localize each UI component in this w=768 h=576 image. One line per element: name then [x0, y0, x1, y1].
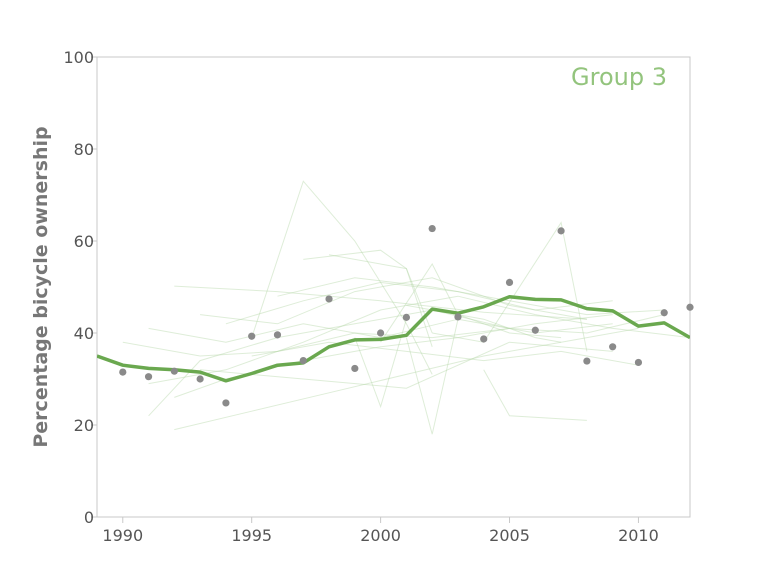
data-point-2007 — [557, 227, 565, 235]
background-line-8 — [328, 254, 433, 347]
data-point-2003 — [454, 313, 462, 321]
data-point-1995 — [248, 332, 256, 340]
data-point-2000 — [377, 329, 385, 337]
data-point-2011 — [660, 309, 668, 317]
data-point-2001 — [402, 313, 410, 321]
data-point-2005 — [505, 278, 514, 286]
background-line-2 — [251, 180, 433, 375]
background-line-17 — [277, 277, 665, 316]
background-line-11 — [354, 319, 407, 409]
background-line-14 — [251, 341, 639, 366]
background-line-7 — [303, 249, 433, 334]
x-tick-label-2005: 2005 — [489, 526, 530, 545]
background-line-13 — [200, 341, 613, 389]
plot-frame — [96, 56, 691, 518]
y-tick-label-20: 20 — [74, 416, 94, 435]
data-point-2008 — [583, 357, 591, 365]
data-point-1996 — [273, 331, 282, 339]
trend-line-group — [97, 294, 690, 383]
background-line-20 — [405, 319, 459, 435]
y-tick-label-80: 80 — [74, 140, 94, 159]
data-point-1990 — [119, 368, 127, 376]
data-point-1991 — [144, 373, 153, 381]
y-tick-label-0: 0 — [84, 508, 94, 527]
x-tick-label-2000: 2000 — [360, 526, 401, 545]
background-line-10 — [483, 369, 587, 421]
x-tick-label-1990: 1990 — [102, 526, 143, 545]
background-line-4 — [174, 327, 639, 431]
data-point-2004 — [480, 335, 488, 343]
data-point-2012 — [686, 303, 694, 311]
trend-line — [97, 294, 690, 383]
data-points-group — [119, 224, 694, 407]
background-line-12 — [432, 221, 588, 352]
data-point-2010 — [634, 358, 643, 367]
y-tick-label-60: 60 — [74, 232, 94, 251]
axes-group — [91, 56, 691, 523]
data-point-1994 — [222, 399, 230, 407]
background-line-15 — [148, 295, 690, 385]
data-point-2009 — [609, 343, 617, 351]
y-tick-label-40: 40 — [74, 324, 94, 343]
data-point-1997 — [299, 357, 307, 365]
tick-labels-group: 0 20 40 60 80 100 1990 1995 2000 2005 2010 — [63, 48, 658, 545]
background-line-6 — [174, 314, 613, 398]
data-point-1998 — [325, 295, 333, 303]
x-tick-label-1995: 1995 — [231, 526, 272, 545]
background-line-3 — [200, 277, 587, 325]
background-lines-group — [122, 180, 690, 435]
y-tick-label-100: 100 — [63, 48, 94, 67]
x-tick-label-2010: 2010 — [618, 526, 659, 545]
data-point-2006 — [531, 326, 539, 334]
data-point-1992 — [170, 367, 178, 375]
background-line-0 — [174, 285, 587, 320]
group-annotation: Group 3 — [571, 63, 667, 91]
data-point-1999 — [351, 364, 359, 373]
data-point-2002 — [428, 224, 436, 233]
data-point-1993 — [196, 375, 204, 383]
y-axis-label: Percentage bicycle ownership — [30, 126, 52, 447]
background-line-16 — [225, 281, 613, 325]
background-line-5 — [122, 314, 665, 357]
